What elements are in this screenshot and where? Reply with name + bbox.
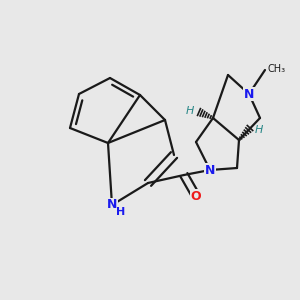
Text: O: O: [191, 190, 201, 202]
Text: H: H: [116, 207, 125, 217]
Text: H: H: [254, 124, 262, 134]
Text: N: N: [205, 164, 215, 176]
Text: N: N: [107, 199, 117, 212]
Text: H: H: [186, 106, 194, 116]
Text: N: N: [244, 88, 254, 100]
Text: CH₃: CH₃: [267, 64, 286, 74]
